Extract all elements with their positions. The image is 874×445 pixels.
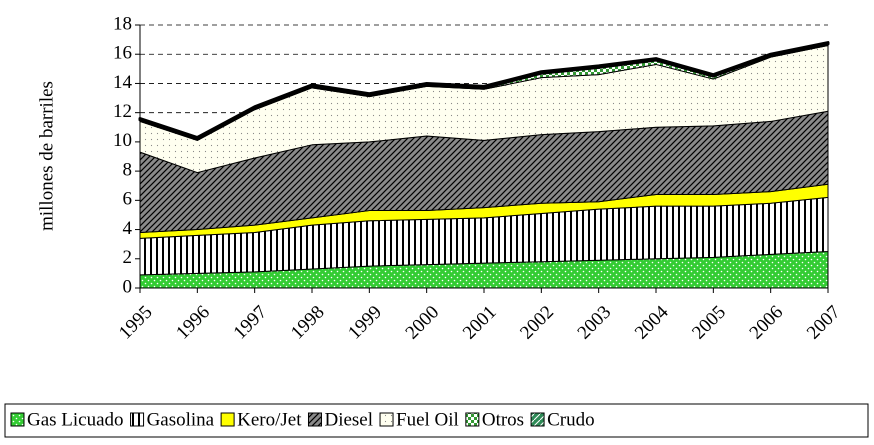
y-tick-label: 12 bbox=[113, 101, 132, 122]
y-tick-label: 10 bbox=[113, 130, 132, 151]
legend-swatch bbox=[307, 412, 322, 427]
legend-swatch bbox=[379, 412, 394, 427]
x-tick-label: 2007 bbox=[803, 302, 845, 344]
x-tick-label: 2002 bbox=[516, 302, 558, 344]
y-tick-label: 2 bbox=[123, 247, 133, 268]
y-tick-label: 4 bbox=[123, 218, 133, 239]
legend-swatch bbox=[465, 412, 480, 427]
x-tick-label: 2003 bbox=[574, 302, 616, 344]
x-tick-label: 1995 bbox=[115, 302, 157, 344]
legend-label: Diesel bbox=[324, 409, 373, 430]
legend-swatch bbox=[530, 412, 545, 427]
legend-label: Kero/Jet bbox=[237, 409, 302, 430]
x-tick-label: 1998 bbox=[287, 302, 329, 344]
legend-swatch bbox=[10, 412, 25, 427]
legend-label: Fuel Oil bbox=[396, 409, 459, 430]
legend-label: Gas Licuado bbox=[27, 409, 124, 430]
x-tick-label: 2004 bbox=[631, 301, 673, 343]
y-tick-label: 6 bbox=[123, 189, 133, 210]
x-tick-label: 2006 bbox=[746, 302, 788, 344]
y-axis-label: millones de barriles bbox=[36, 81, 57, 231]
x-tick-label: 1996 bbox=[172, 302, 214, 344]
y-tick-label: 14 bbox=[113, 72, 133, 93]
x-tick-label: 2000 bbox=[402, 302, 444, 344]
legend-label: Otros bbox=[482, 409, 524, 430]
x-tick-label: 2001 bbox=[459, 302, 501, 344]
y-tick-label: 8 bbox=[123, 159, 133, 180]
y-tick-label: 16 bbox=[113, 43, 132, 64]
y-tick-label: 0 bbox=[123, 276, 133, 297]
legend-swatch bbox=[130, 412, 145, 427]
area bbox=[138, 41, 830, 141]
x-tick-label: 2005 bbox=[688, 302, 730, 344]
x-tick-label: 1997 bbox=[230, 302, 272, 344]
legend-label: Gasolina bbox=[147, 409, 215, 430]
legend-swatch bbox=[220, 412, 235, 427]
legend-box bbox=[4, 403, 869, 438]
legend-label: Crudo bbox=[547, 409, 595, 430]
y-tick-label: 18 bbox=[113, 13, 132, 34]
x-tick-label: 1999 bbox=[344, 302, 386, 344]
